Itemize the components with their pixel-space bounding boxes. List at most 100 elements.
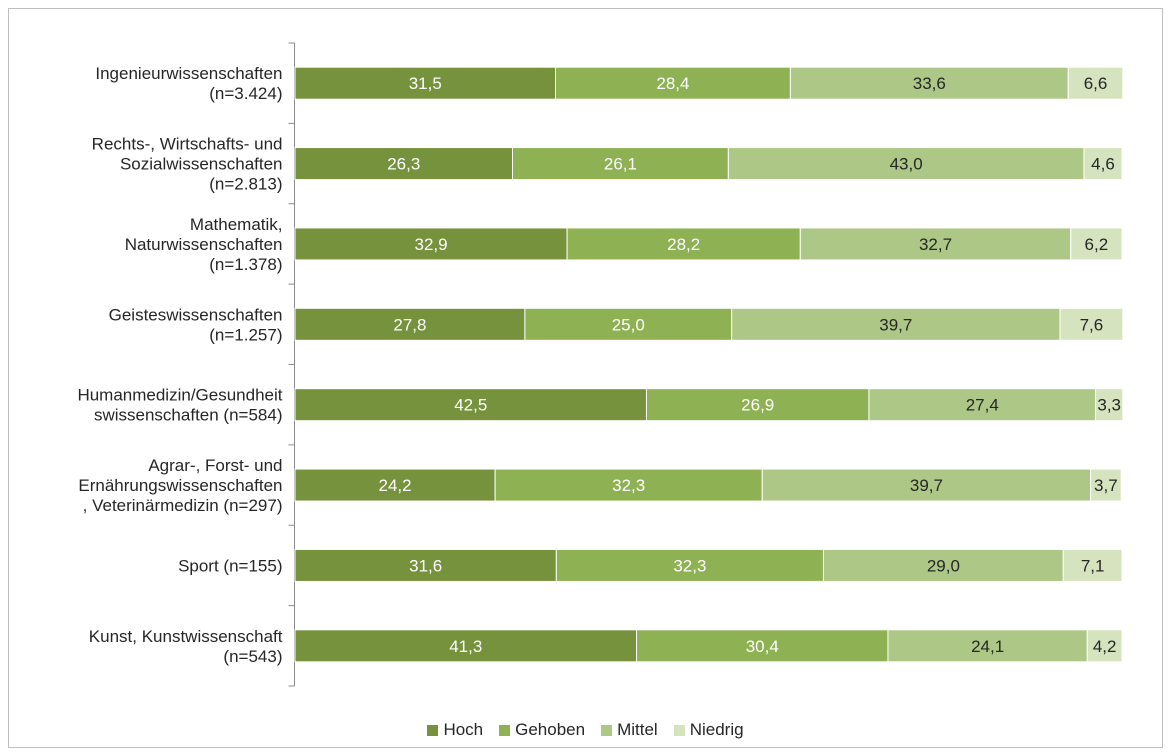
data-label: 4,2: [1093, 637, 1117, 656]
bar-segment-niedrig: [1067, 66, 1124, 100]
bar-segment-gehoben: [636, 629, 889, 663]
legend-item: Mittel: [601, 720, 658, 740]
data-label: 7,6: [1080, 315, 1104, 334]
bar-segment-mittel: [761, 468, 1092, 502]
bar-segment-mittel: [727, 147, 1085, 181]
data-label: 43,0: [890, 155, 923, 174]
bar-segment-hoch: [294, 548, 557, 582]
bar-segment-mittel: [868, 388, 1097, 422]
category-label: Kunst, Kunstwissenschaft (n=543): [89, 627, 283, 666]
data-label: 32,3: [673, 556, 706, 575]
category-label-line: Rechts-, Wirtschafts- und: [92, 135, 283, 154]
data-label: 26,1: [604, 155, 637, 174]
chart-frame: Ingenieurwissenschaften (n=3.424) 31,5 28,4…: [8, 8, 1163, 748]
category-label-line: (n=1.378): [209, 255, 282, 274]
legend-label: Niedrig: [689, 720, 744, 739]
category-label-line: (n=2.813): [209, 175, 282, 194]
bar-segment-gehoben: [524, 307, 733, 341]
category-label-line: Mathematik,: [190, 215, 283, 234]
bar-segment-niedrig: [1090, 468, 1122, 502]
category-label-line: Geisteswissenschaften: [109, 305, 283, 324]
bar-segment-hoch: [294, 468, 496, 502]
category-label-line: (n=1.257): [209, 325, 282, 344]
category-label-line: swissenschaften (n=584): [94, 406, 283, 425]
data-label: 33,6: [913, 74, 946, 93]
data-label: 28,2: [667, 235, 700, 254]
category-label-line: Kunst, Kunstwissenschaft: [89, 627, 283, 646]
legend-item: Gehoben: [499, 720, 585, 740]
bar-segment-niedrig: [1059, 307, 1124, 341]
data-label: 3,7: [1094, 476, 1118, 495]
legend-label: Gehoben: [515, 720, 586, 739]
legend-swatch: [499, 724, 511, 736]
category-label-line: Ernährungswissenschaften: [78, 476, 282, 495]
category-label-line: Naturwissenschaften: [125, 235, 283, 254]
category-label: Mathematik, Naturwissenschaften (n=1.378): [125, 215, 283, 274]
data-label: 32,7: [919, 235, 952, 254]
data-label: 41,3: [449, 637, 482, 656]
legend-label: Mittel: [617, 720, 658, 739]
category-label-line: (n=543): [223, 647, 282, 666]
bar-segment-niedrig: [1070, 227, 1123, 261]
data-label: 39,7: [879, 315, 912, 334]
bar-segment-niedrig: [1086, 629, 1123, 663]
bar-segment-gehoben: [555, 66, 791, 100]
category-label: Humanmedizin/Gesundheit swissenschaften (…: [77, 386, 282, 425]
bar-segment-mittel: [822, 548, 1064, 582]
data-label: 28,4: [656, 74, 689, 93]
bar-segment-mittel: [789, 66, 1069, 100]
data-label: 26,3: [387, 155, 420, 174]
bar-segment-mittel: [799, 227, 1072, 261]
category-label-line: (n=3.424): [209, 84, 282, 103]
data-label: 25,0: [612, 315, 645, 334]
data-label: 27,4: [966, 396, 999, 415]
data-label: 6,2: [1085, 235, 1109, 254]
category-label-line: Sport (n=155): [178, 556, 282, 575]
data-label: 42,5: [454, 396, 487, 415]
bar-segment-niedrig: [1062, 548, 1123, 582]
data-label: 30,4: [746, 637, 779, 656]
legend-swatch: [601, 724, 613, 736]
legend-label: Hoch: [443, 720, 484, 739]
legend-item: Hoch: [427, 720, 483, 740]
bar-segment-hoch: [294, 307, 526, 341]
bar-segment-gehoben: [512, 147, 729, 181]
legend-swatch: [673, 724, 685, 736]
legend-swatch: [427, 724, 439, 736]
data-label: 7,1: [1081, 556, 1105, 575]
data-label: 32,3: [612, 476, 645, 495]
bar-segment-hoch: [294, 629, 638, 663]
stacked-bar-chart: Ingenieurwissenschaften (n=3.424) 31,5 28,4…: [77, 42, 1124, 687]
data-label: 6,6: [1084, 74, 1108, 93]
data-label: 24,1: [971, 637, 1004, 656]
bar-segment-hoch: [294, 388, 647, 422]
category-label: Agrar-, Forst- und Ernährungswissenschaft…: [78, 456, 282, 515]
category-label-line: Sozialwissenschaften: [120, 155, 283, 174]
bar-segment-niedrig: [1083, 147, 1123, 181]
legend: Hoch Gehoben Mittel Niedrig: [9, 720, 1162, 740]
category-label-line: , Veterinärmedizin (n=297): [83, 496, 283, 515]
data-label: 31,6: [409, 556, 442, 575]
data-label: 24,2: [379, 476, 412, 495]
category-label-line: Agrar-, Forst- und: [148, 456, 282, 475]
data-label: 26,9: [741, 396, 774, 415]
category-label-line: Humanmedizin/Gesundheit: [77, 386, 282, 405]
bar-segment-gehoben: [566, 227, 801, 261]
data-label: 3,3: [1097, 396, 1121, 415]
data-label: 4,6: [1091, 155, 1115, 174]
category-label: Ingenieurwissenschaften (n=3.424): [95, 64, 282, 103]
data-label: 31,5: [409, 74, 442, 93]
bar-segment-gehoben: [645, 388, 870, 422]
category-label: Geisteswissenschaften (n=1.257): [109, 305, 283, 344]
bar-segment-hoch: [294, 147, 514, 181]
legend-item: Niedrig: [673, 720, 744, 740]
bar-segment-niedrig: [1095, 388, 1124, 422]
data-label: 39,7: [910, 476, 943, 495]
category-label: Sport (n=155): [178, 556, 282, 575]
category-label-line: Ingenieurwissenschaften: [95, 64, 282, 83]
data-label: 32,9: [414, 235, 447, 254]
category-label: Rechts-, Wirtschafts- und Sozialwissensch…: [92, 135, 283, 194]
data-label: 29,0: [927, 556, 960, 575]
bar-segment-gehoben: [555, 548, 824, 582]
bar-segment-mittel: [731, 307, 1061, 341]
